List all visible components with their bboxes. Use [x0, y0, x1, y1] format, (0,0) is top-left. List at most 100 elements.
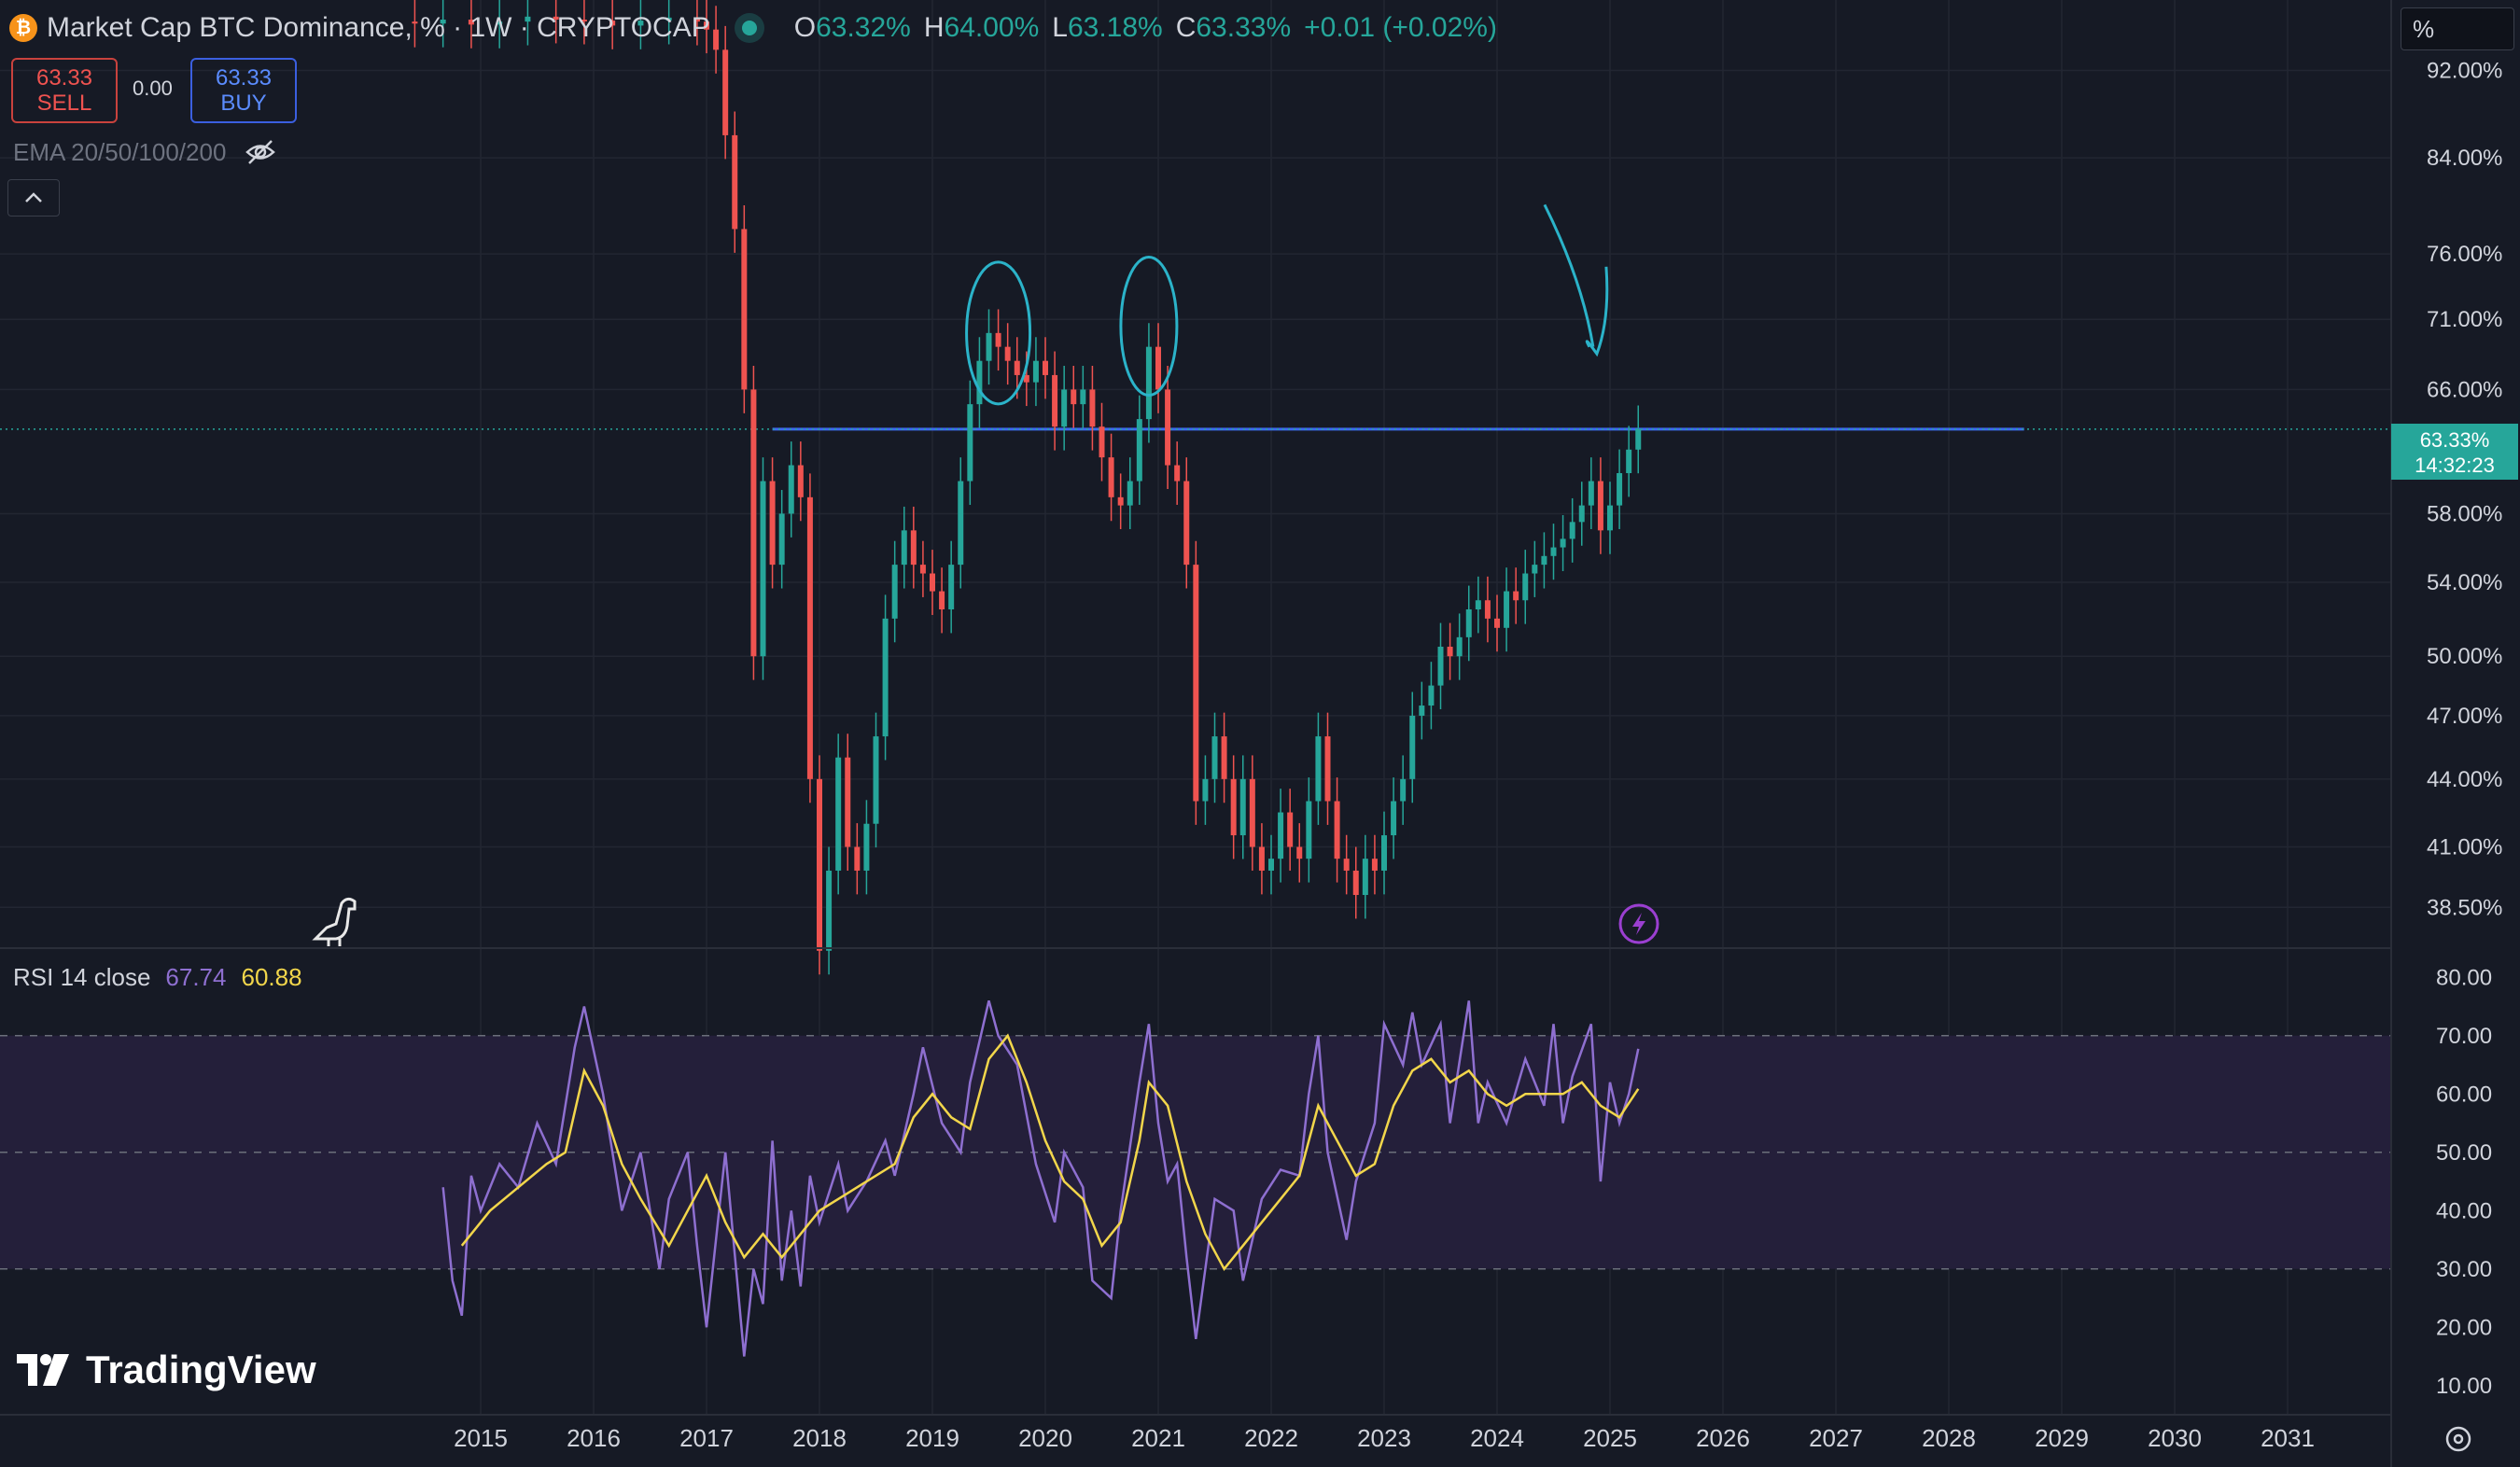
candle-2022-04: [1296, 846, 1303, 859]
candle-2014-12: [468, 20, 474, 25]
candle-2017-05: [741, 229, 748, 390]
collapse-legend-button[interactable]: [7, 179, 60, 217]
candle-2023-08: [1447, 646, 1453, 657]
tradingview-logo[interactable]: TradingView: [17, 1348, 316, 1392]
candle-2018-11: [910, 530, 917, 566]
buy-button[interactable]: 63.33 BUY: [190, 58, 297, 123]
ohlc-change: +0.01 (+0.02%): [1304, 12, 1497, 43]
time-tick-label: 2024: [1470, 1424, 1524, 1452]
candle-2017-09: [778, 513, 785, 566]
candle-2021-07: [1211, 736, 1218, 779]
time-tick-label: 2016: [567, 1424, 621, 1452]
candle-2022-07: [1324, 736, 1331, 802]
candle-2021-04: [1183, 481, 1190, 566]
settings-icon[interactable]: [2445, 1426, 2471, 1452]
time-tick-label: 2028: [1922, 1424, 1976, 1452]
rsi-tick-label: 80.00: [2436, 965, 2492, 990]
candle-2017-10: [788, 465, 794, 514]
candle-2020-05: [1080, 389, 1086, 405]
tradingview-icon: [17, 1354, 69, 1386]
rsi-value: 67.74: [165, 963, 227, 991]
candle-2024-11: [1588, 481, 1594, 506]
dino-icon[interactable]: [312, 897, 357, 946]
candle-2021-03: [1174, 465, 1181, 482]
time-tick-label: 2018: [792, 1424, 847, 1452]
rsi-line: [441, 999, 1640, 1357]
candle-2018-01: [817, 778, 822, 951]
candle-2019-07: [986, 332, 992, 361]
chevron-up-icon: [25, 192, 42, 203]
candle-2020-10: [1127, 481, 1133, 506]
candle-2020-04: [1071, 389, 1077, 405]
price-tick-label: 71.00%: [2427, 307, 2502, 332]
candle-2018-10: [901, 530, 907, 566]
candle-2019-06: [976, 360, 983, 405]
candle-2023-01: [1381, 835, 1387, 871]
rsi-lines: [441, 999, 1640, 1357]
rsi-ma-value: 60.88: [241, 963, 302, 991]
candle-2018-05: [854, 846, 861, 871]
candle-2019-03: [948, 565, 955, 610]
candle-2022-05: [1306, 801, 1312, 859]
rsi-level-lines: [0, 1035, 2391, 1270]
hidden-eye-icon[interactable]: [245, 136, 276, 168]
symbol-legend[interactable]: ₿ Market Cap BTC Dominance, % · 1W · CRY…: [9, 7, 1497, 49]
brand-name: TradingView: [86, 1348, 316, 1391]
price-tick-label: 47.00%: [2427, 704, 2502, 729]
rsi-tick-label: 30.00: [2436, 1257, 2492, 1282]
candle-2018-09: [891, 565, 898, 619]
ohlc-close-key: C: [1175, 12, 1197, 43]
candle-2020-01: [1043, 360, 1048, 375]
candle-2023-05: [1419, 706, 1425, 716]
time-axis: 2015 2016 2017 2018 2019 2020 2021 2022 2023 2024…: [454, 1424, 2315, 1452]
time-tick-label: 2021: [1131, 1424, 1185, 1452]
ema-indicator-legend[interactable]: EMA 20/50/100/200: [13, 136, 276, 168]
rsi-indicator-legend[interactable]: RSI 14 close 67.74 60.88: [13, 963, 302, 992]
candle-2020-03: [1061, 389, 1068, 427]
candle-2020-11: [1136, 419, 1142, 482]
price-tick-label: 84.00%: [2427, 146, 2502, 171]
candle-2023-02: [1391, 801, 1397, 836]
rsi-tick-label: 10.00: [2436, 1374, 2492, 1399]
lightning-icon[interactable]: [1618, 903, 1659, 944]
candle-2018-04: [845, 757, 851, 847]
candle-2019-09: [1004, 346, 1011, 361]
candle-2023-06: [1428, 685, 1435, 706]
market-status-icon[interactable]: [741, 21, 757, 35]
candle-2016-06: [637, 21, 644, 26]
price-axis: 92.00% 84.00% 76.00% 71.00% 66.00% 58.00% 54.0…: [2427, 58, 2502, 920]
rsi-tick-label: 60.00: [2436, 1082, 2492, 1107]
time-tick-label: 2025: [1583, 1424, 1637, 1452]
candle-2015-12: [581, 20, 587, 22]
candle-2024-09: [1569, 522, 1575, 539]
candle-2015-06: [525, 16, 531, 22]
candle-2021-08: [1221, 736, 1227, 779]
candle-2021-10: [1239, 778, 1246, 836]
candle-2016-12: [693, 17, 700, 22]
candle-2018-02: [826, 870, 833, 951]
candle-2021-09: [1230, 778, 1237, 836]
price-tick-label: 38.50%: [2427, 895, 2502, 920]
candle-2018-03: [835, 757, 842, 871]
rsi-label: RSI 14 close: [13, 963, 151, 991]
candle-2020-02: [1052, 374, 1058, 427]
price-candles: [412, 0, 1642, 975]
candle-2019-02: [939, 591, 945, 610]
candle-2017-12: [806, 496, 813, 779]
candle-2022-02: [1278, 812, 1284, 859]
unit-selector[interactable]: %: [2401, 7, 2514, 50]
sell-button[interactable]: 63.33 SELL: [11, 58, 118, 123]
candle-2015-09: [553, 16, 559, 21]
ohlc-low-value: 63.18%: [1067, 12, 1163, 43]
time-tick-label: 2015: [454, 1424, 508, 1452]
candle-2019-08: [995, 332, 1001, 347]
price-tick-label: 44.00%: [2427, 767, 2502, 792]
candle-2022-09: [1343, 859, 1350, 871]
symbol-title[interactable]: Market Cap BTC Dominance, % · 1W · CRYPT…: [47, 12, 710, 43]
candle-2022-12: [1371, 859, 1378, 871]
candle-2019-04: [958, 481, 964, 566]
ohlc-low-key: L: [1052, 12, 1068, 43]
drawing-annotations: [965, 203, 1609, 406]
candle-2021-02: [1165, 389, 1171, 466]
